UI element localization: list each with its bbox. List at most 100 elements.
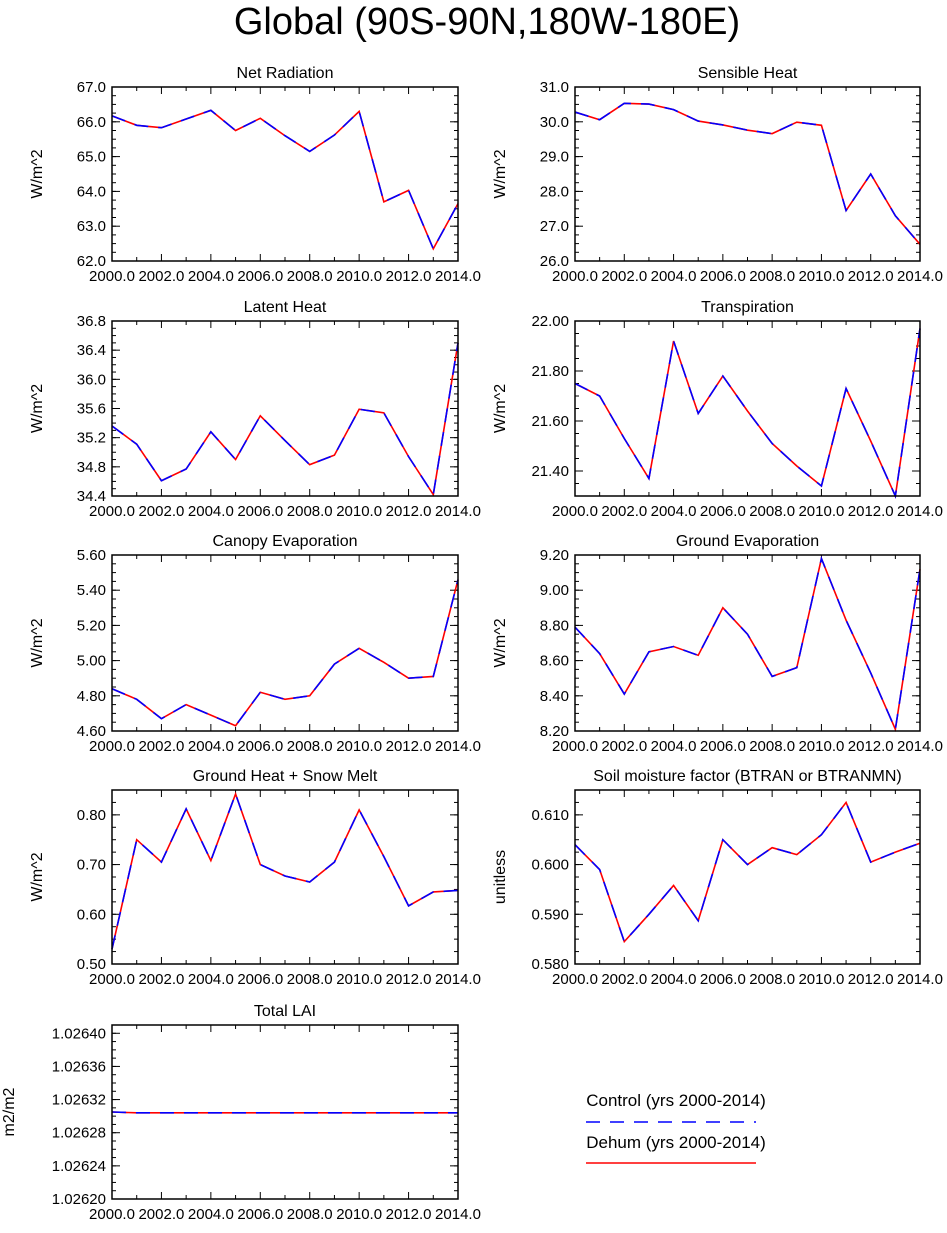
- y-tick-label: 35.6: [77, 401, 106, 418]
- x-tick-label: 2010.0: [798, 971, 844, 988]
- x-tick-label: 2008.0: [749, 971, 795, 988]
- x-tick-label: 2006.0: [237, 268, 283, 285]
- x-tick-label: 2012.0: [386, 1206, 432, 1223]
- y-tick-label: 0.70: [77, 857, 106, 874]
- y-tick-label: 0.50: [77, 956, 106, 973]
- panel-title: Net Radiation: [237, 65, 334, 82]
- panel-title: Transpiration: [701, 299, 794, 316]
- x-tick-label: 2004.0: [651, 268, 697, 285]
- y-tick-label: 4.60: [77, 723, 106, 740]
- x-tick-label: 2004.0: [188, 1206, 234, 1223]
- x-tick-label: 2012.0: [848, 738, 894, 755]
- y-tick-label: 1.02640: [52, 1025, 106, 1042]
- y-axis-label: W/m^2: [492, 618, 509, 667]
- x-tick-label: 2010.0: [798, 738, 844, 755]
- x-tick-label: 2006.0: [700, 268, 746, 285]
- plot-frame: [111, 320, 459, 497]
- y-tick-label: 1.02632: [52, 1092, 106, 1109]
- x-tick-label: 2002.0: [138, 971, 184, 988]
- x-tick-label: 2014.0: [435, 268, 481, 285]
- x-tick-label: 2004.0: [651, 738, 697, 755]
- panel-title: Sensible Heat: [698, 65, 798, 82]
- x-tick-label: 2002.0: [138, 503, 184, 520]
- x-tick-label: 2012.0: [848, 971, 894, 988]
- figure-title: Global (90S-90N,180W-180E): [234, 1, 740, 43]
- x-tick-label: 2010.0: [336, 503, 382, 520]
- y-tick-label: 9.20: [540, 547, 569, 564]
- panel-title: Total LAI: [254, 1003, 316, 1020]
- x-tick-label: 2010.0: [798, 503, 844, 520]
- chart-panel: 2000.0 2002.0 2004.0 2006.0 2008.0 2010.0 2012…: [492, 65, 943, 285]
- x-tick-label: 2012.0: [848, 268, 894, 285]
- chart-panel: 2000.0 2002.0 2004.0 2006.0 2008.0 2010.0 2012…: [492, 299, 943, 520]
- x-tick-label: 2002.0: [138, 1206, 184, 1223]
- x-tick-label: 2000.0: [89, 503, 135, 520]
- panels-group: 2000.0 2002.0 2004.0 2006.0 2008.0 2010.0 2012…: [1, 65, 943, 1223]
- x-tick-label: 2000.0: [89, 1206, 135, 1223]
- panel-title: Soil moisture factor (BTRAN or BTRANMN): [593, 768, 902, 785]
- y-tick-label: 22.00: [531, 313, 569, 330]
- x-tick-label: 2006.0: [237, 738, 283, 755]
- x-tick-label: 2014.0: [897, 971, 943, 988]
- x-tick-label: 2010.0: [336, 738, 382, 755]
- x-tick-label: 2014.0: [897, 268, 943, 285]
- y-tick-label: 30.0: [540, 114, 569, 131]
- x-tick-label: 2002.0: [601, 971, 647, 988]
- chart-panel: 2000.0 2002.0 2004.0 2006.0 2008.0 2010.0 2012…: [29, 299, 481, 520]
- x-tick-label: 2010.0: [798, 268, 844, 285]
- x-tick-label: 2012.0: [386, 268, 432, 285]
- x-tick-label: 2004.0: [188, 738, 234, 755]
- plot-frame: [111, 554, 459, 732]
- y-tick-label: 34.4: [77, 488, 106, 505]
- y-tick-label: 0.580: [531, 956, 569, 973]
- chart-panel: 2000.0 2002.0 2004.0 2006.0 2008.0 2010.0 2012…: [29, 65, 481, 285]
- y-axis-label: W/m^2: [29, 384, 46, 433]
- y-axis-label: W/m^2: [29, 618, 46, 667]
- x-tick-label: 2002.0: [601, 268, 647, 285]
- y-tick-label: 36.8: [77, 313, 106, 330]
- chart-panel: 2000.0 2002.0 2004.0 2006.0 2008.0 2010.0 2012…: [492, 768, 943, 988]
- series-line-dehum: [111, 579, 459, 727]
- y-axis-label: unitless: [492, 850, 509, 904]
- y-axis-label: m2/m2: [1, 1087, 18, 1136]
- panel-title: Latent Heat: [244, 299, 327, 316]
- x-tick-label: 2000.0: [89, 268, 135, 285]
- panel-title: Ground Evaporation: [676, 533, 819, 550]
- y-tick-label: 8.20: [540, 723, 569, 740]
- y-tick-label: 0.80: [77, 807, 106, 824]
- chart-panel: 2000.0 2002.0 2004.0 2006.0 2008.0 2010.0 2012…: [492, 533, 943, 755]
- x-tick-label: 2010.0: [336, 1206, 382, 1223]
- chart-panel: 2000.0 2002.0 2004.0 2006.0 2008.0 2010.0 2012…: [1, 1003, 481, 1223]
- y-tick-label: 67.0: [77, 79, 106, 96]
- series-line-control: [111, 1111, 458, 1114]
- legend: Control (yrs 2000-2014) Dehum (yrs 2000-…: [586, 1091, 766, 1164]
- y-tick-label: 8.80: [540, 617, 569, 634]
- x-tick-label: 2000.0: [552, 268, 598, 285]
- x-tick-label: 2006.0: [237, 503, 283, 520]
- y-tick-label: 21.80: [531, 363, 569, 380]
- series-line-control: [111, 342, 459, 497]
- y-axis-label: W/m^2: [29, 852, 46, 901]
- x-tick-label: 2008.0: [287, 738, 333, 755]
- y-tick-label: 4.80: [77, 688, 106, 705]
- y-tick-label: 0.610: [531, 807, 569, 824]
- x-tick-label: 2008.0: [749, 268, 795, 285]
- panel-title: Canopy Evaporation: [213, 533, 358, 550]
- x-tick-label: 2012.0: [386, 971, 432, 988]
- x-tick-label: 2004.0: [188, 971, 234, 988]
- y-tick-label: 0.60: [77, 906, 106, 923]
- y-tick-label: 5.00: [77, 653, 106, 670]
- y-tick-label: 1.02628: [52, 1125, 106, 1142]
- y-tick-label: 36.4: [77, 342, 106, 359]
- x-tick-label: 2006.0: [237, 971, 283, 988]
- plot-frame: [574, 86, 921, 262]
- series-line-control: [574, 555, 921, 733]
- legend-label-control: Control (yrs 2000-2014): [586, 1091, 766, 1110]
- y-tick-label: 34.8: [77, 459, 106, 476]
- x-tick-label: 2006.0: [700, 738, 746, 755]
- y-tick-label: 66.0: [77, 114, 106, 131]
- y-axis-label: W/m^2: [29, 149, 46, 198]
- plot-frame: [111, 1024, 459, 1200]
- chart-panel: 2000.0 2002.0 2004.0 2006.0 2008.0 2010.0 2012…: [29, 533, 481, 755]
